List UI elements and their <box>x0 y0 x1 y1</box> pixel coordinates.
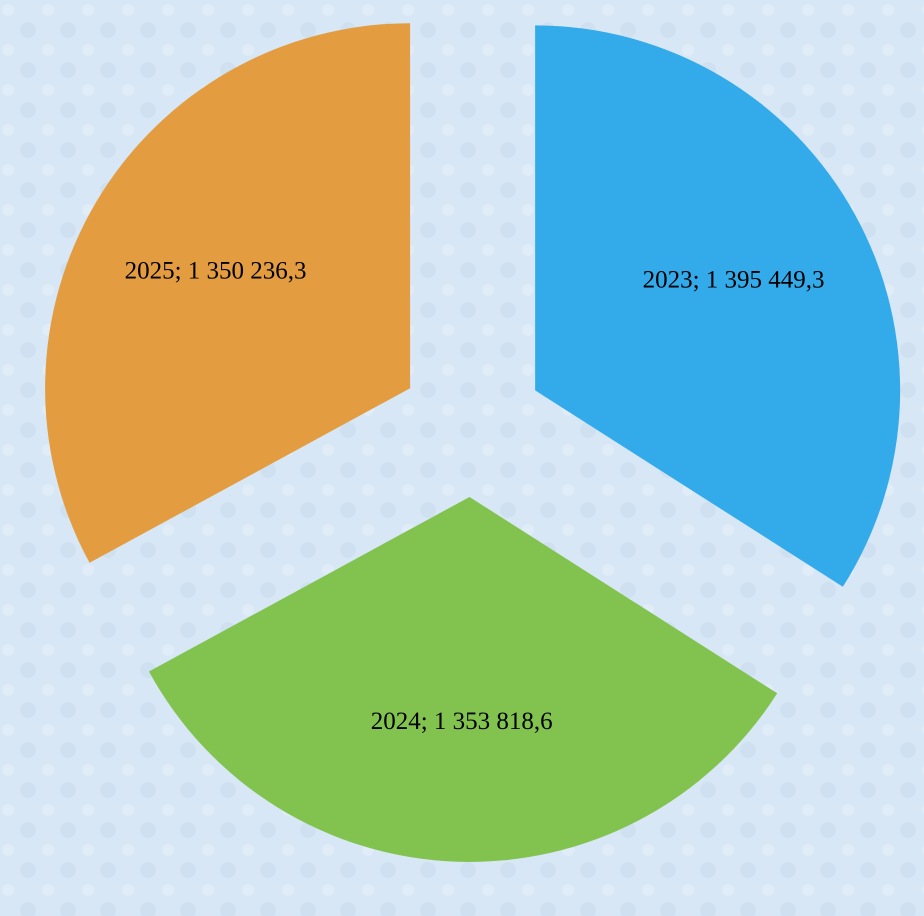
data-label: 2023; 1 395 449,3 <box>643 266 825 293</box>
pie-slice <box>45 23 411 563</box>
data-label: 2025; 1 350 236,3 <box>125 257 307 284</box>
label-value: 1 353 818,6 <box>434 708 553 735</box>
label-separator: ; <box>421 708 434 735</box>
pie-slice <box>535 25 901 587</box>
label-separator: ; <box>693 266 706 293</box>
label-category: 2025 <box>125 257 175 284</box>
data-label: 2024; 1 353 818,6 <box>371 708 553 735</box>
label-category: 2024 <box>371 708 422 735</box>
pie-slice <box>148 496 778 862</box>
label-separator: ; <box>175 257 188 284</box>
label-category: 2023 <box>643 266 693 293</box>
label-value: 1 350 236,3 <box>188 257 307 284</box>
label-value: 1 395 449,3 <box>706 266 825 293</box>
